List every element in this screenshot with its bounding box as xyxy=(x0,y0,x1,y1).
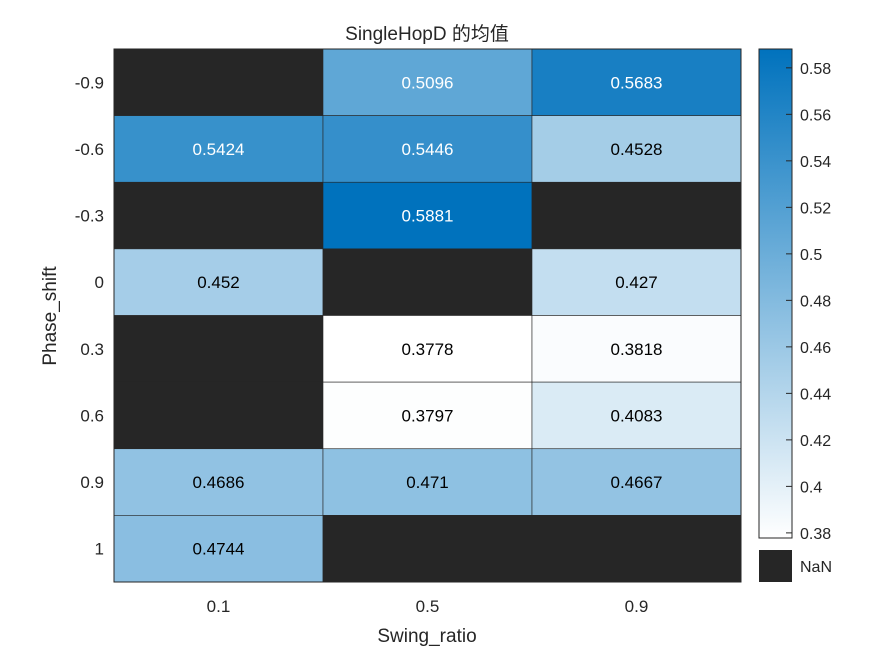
cell-value-label: 0.5881 xyxy=(402,207,454,226)
nan-legend-swatch xyxy=(759,550,792,582)
heatmap-cell xyxy=(531,181,742,250)
colorbar-tick-label: 0.44 xyxy=(800,386,831,403)
cell-value-label: 0.3778 xyxy=(402,340,454,359)
x-tick-label: 0.9 xyxy=(625,597,649,616)
colorbar-tick-label: 0.38 xyxy=(800,526,831,543)
cell-value-label: 0.4083 xyxy=(611,406,663,425)
colorbar-tick-label: 0.5 xyxy=(800,247,822,264)
y-tick-label: -0.9 xyxy=(75,73,104,92)
heatmap-cell xyxy=(113,315,324,383)
cell-value-label: 0.4528 xyxy=(611,140,663,159)
cell-value-label: 0.5446 xyxy=(402,140,454,159)
heatmap-cell xyxy=(322,248,533,316)
colorbar-ticks: 0.38 0.4 0.42 0.44 0.46 0.48 0.5 0.52 0.54 0.56 0.… xyxy=(786,61,831,543)
y-tick-label: -0.6 xyxy=(75,140,104,159)
y-tick-label: 0.9 xyxy=(80,473,104,492)
y-tick-labels: -0.9 -0.6 -0.3 0 0.3 0.6 0.9 1 xyxy=(75,73,104,558)
heatmap-cell xyxy=(322,115,533,183)
heatmap-cell xyxy=(322,448,533,516)
cell-value-label: 0.4686 xyxy=(193,473,245,492)
colorbar-tick-label: 0.54 xyxy=(800,154,831,171)
colorbar-tick-label: 0.48 xyxy=(800,293,831,310)
y-tick-label: 0 xyxy=(95,273,104,292)
heatmap-cell xyxy=(113,381,324,450)
y-tick-label: 1 xyxy=(95,540,104,559)
cell-value-label: 0.5424 xyxy=(193,140,245,159)
nan-legend-label: NaN xyxy=(800,559,832,576)
heatmap-cell xyxy=(531,315,742,383)
y-tick-label: 0.3 xyxy=(80,340,104,359)
x-tick-label: 0.1 xyxy=(207,597,231,616)
colorbar-tick-label: 0.58 xyxy=(800,61,831,78)
heatmap-cell xyxy=(113,115,324,183)
heatmap-cell xyxy=(531,448,742,516)
x-tick-labels: 0.1 0.5 0.9 xyxy=(207,597,649,616)
heatmap-cell xyxy=(531,48,742,116)
cell-value-label: 0.427 xyxy=(615,273,658,292)
heatmap-frame xyxy=(113,48,742,583)
heatmap-cell xyxy=(531,515,742,583)
cell-value-label: 0.5096 xyxy=(402,73,454,92)
colorbar-tick-label: 0.56 xyxy=(800,107,831,124)
cell-value-label: 0.471 xyxy=(406,473,449,492)
cell-value-label: 0.452 xyxy=(197,273,240,292)
heatmap-cell xyxy=(531,381,742,450)
cell-value-label: 0.5683 xyxy=(611,73,663,92)
cell-value-label: 0.4744 xyxy=(193,540,245,559)
chart-title: SingleHopD 的均值 xyxy=(345,23,509,45)
heatmap-cell xyxy=(322,48,533,116)
heatmap-cells xyxy=(113,48,742,583)
heatmap-cell xyxy=(322,515,533,583)
cell-value-label: 0.4667 xyxy=(611,473,663,492)
heatmap-cell xyxy=(113,448,324,516)
colorbar-tick-label: 0.52 xyxy=(800,200,831,217)
colorbar xyxy=(758,48,793,539)
heatmap-cell xyxy=(113,248,324,316)
colorbar-tick-label: 0.46 xyxy=(800,340,831,357)
x-axis-label: Swing_ratio xyxy=(377,626,476,647)
y-tick-label: -0.3 xyxy=(75,207,104,226)
cell-value-label: 0.3818 xyxy=(611,340,663,359)
colorbar-tick-label: 0.4 xyxy=(800,479,822,496)
colorbar-tick-label: 0.42 xyxy=(800,433,831,450)
heatmap-cell xyxy=(113,181,324,250)
heatmap-cell xyxy=(113,48,324,116)
y-tick-label: 0.6 xyxy=(80,406,104,425)
cell-value-label: 0.3797 xyxy=(402,406,454,425)
heatmap-cell xyxy=(322,181,533,250)
heatmap-cell-labels: 0.5096 0.5683 0.5424 0.5446 0.4528 0.5881 0.45… xyxy=(193,73,663,558)
y-axis-label: Phase_shift xyxy=(40,266,61,366)
heatmap-cell xyxy=(531,115,742,183)
x-tick-label: 0.5 xyxy=(416,597,440,616)
heatmap-cell xyxy=(531,248,742,316)
